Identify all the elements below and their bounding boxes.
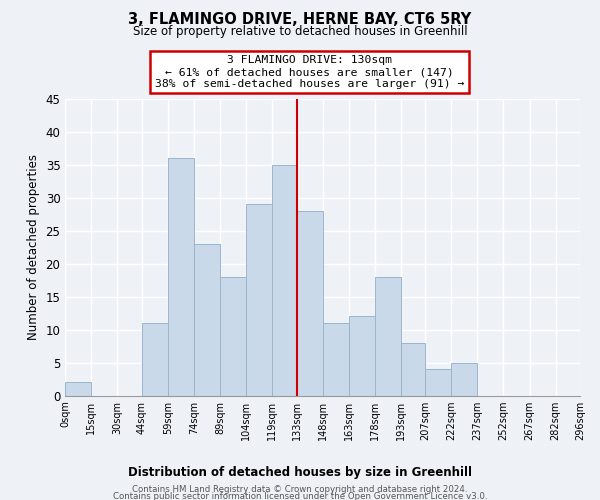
Bar [451,362,478,396]
Text: Size of property relative to detached houses in Greenhill: Size of property relative to detached ho… [133,25,467,38]
Bar [401,343,425,396]
Text: 3, FLAMINGO DRIVE, HERNE BAY, CT6 5RY: 3, FLAMINGO DRIVE, HERNE BAY, CT6 5RY [128,12,472,28]
Bar [296,211,323,396]
Text: Contains HM Land Registry data © Crown copyright and database right 2024.: Contains HM Land Registry data © Crown c… [132,484,468,494]
Text: Contains public sector information licensed under the Open Government Licence v3: Contains public sector information licen… [113,492,487,500]
Bar [168,158,194,396]
Y-axis label: Number of detached properties: Number of detached properties [27,154,40,340]
Text: 3 FLAMINGO DRIVE: 130sqm
← 61% of detached houses are smaller (147)
38% of semi-: 3 FLAMINGO DRIVE: 130sqm ← 61% of detach… [155,56,464,88]
Bar [375,277,401,396]
Text: Distribution of detached houses by size in Greenhill: Distribution of detached houses by size … [128,466,472,479]
Bar [220,277,246,396]
Bar [272,164,296,396]
Bar [246,204,272,396]
Bar [349,316,375,396]
Bar [65,382,91,396]
Bar [323,323,349,396]
Bar [425,369,451,396]
Bar [142,323,168,396]
Bar [194,244,220,396]
